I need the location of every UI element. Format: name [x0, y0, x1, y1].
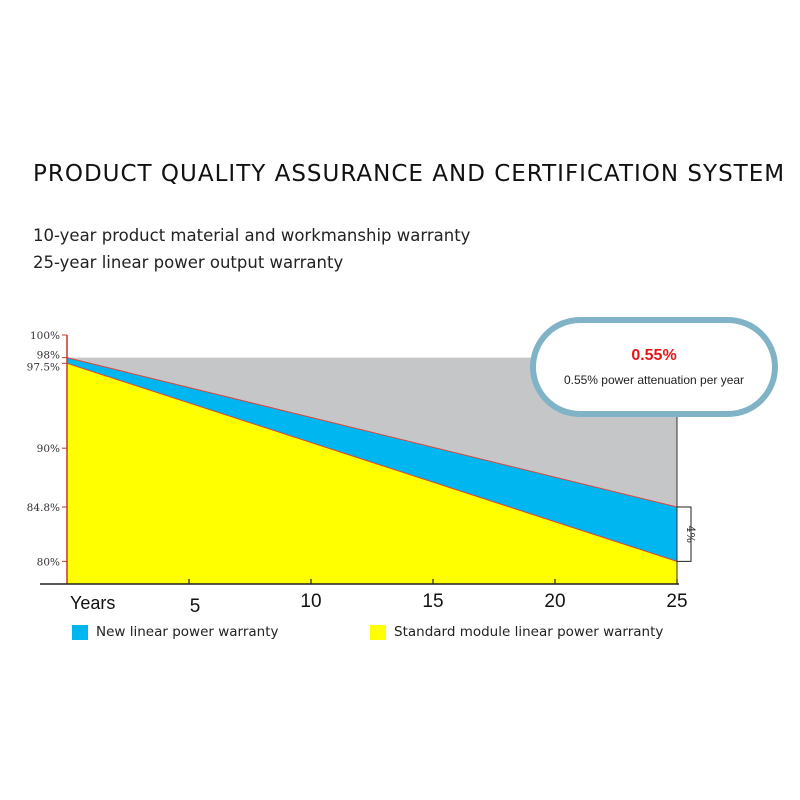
legend-label-standard: Standard module linear power warranty — [394, 624, 664, 640]
attenuation-callout-inner: 0.55% 0.55% power attenuation per year — [536, 323, 772, 411]
x-tick-label: 20 — [544, 591, 565, 612]
x-tick-label: 15 — [422, 591, 443, 612]
standard-warranty-area — [67, 363, 677, 584]
legend-item-standard: Standard module linear power warranty — [370, 624, 663, 640]
legend-label-new: New linear power warranty — [96, 624, 279, 640]
x-tick-label: 10 — [300, 591, 321, 612]
gap-bracket — [677, 506, 692, 562]
legend-swatch-new — [72, 624, 88, 640]
attenuation-rate: 0.55% — [631, 347, 677, 364]
y-tick-label: 90% — [37, 443, 60, 455]
y-tick-label: 97.5% — [27, 361, 60, 373]
y-tick-label: 98% — [37, 350, 60, 362]
y-tick-label: 100% — [30, 330, 60, 342]
new-warranty-line — [66, 357, 678, 508]
standard-warranty-line — [66, 362, 678, 562]
x-axis-title: Years — [70, 593, 115, 613]
x-tick-label: 25 — [666, 591, 687, 612]
warranty-line-material: 10-year product material and workmanship… — [33, 226, 471, 245]
legend-item-new: New linear power warranty — [72, 624, 279, 640]
gap-label: 4% — [684, 525, 697, 542]
y-tick-label: 80% — [37, 556, 60, 568]
new-warranty-area — [67, 357, 677, 562]
page-title: PRODUCT QUALITY ASSURANCE AND CERTIFICAT… — [33, 161, 786, 187]
attenuation-callout: 0.55% 0.55% power attenuation per year — [530, 317, 778, 417]
warranty-line-power: 25-year linear power output warranty — [33, 253, 344, 272]
x-tick-label: 5 — [190, 596, 201, 617]
y-tick-label: 84.8% — [27, 502, 60, 514]
attenuation-text: 0.55% power attenuation per year — [563, 373, 745, 387]
legend-swatch-standard — [370, 624, 386, 640]
